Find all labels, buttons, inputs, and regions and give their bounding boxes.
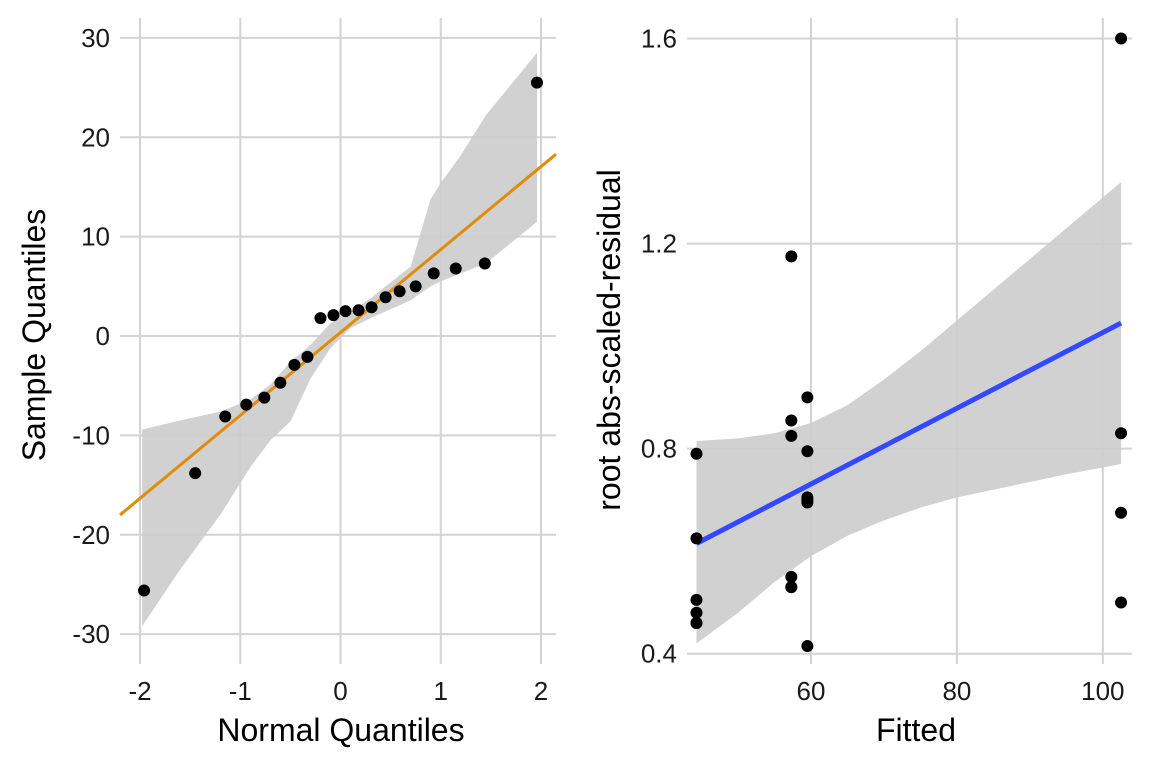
data-point bbox=[785, 581, 798, 594]
confidence-band bbox=[142, 52, 537, 627]
data-point bbox=[339, 305, 352, 318]
data-point bbox=[1115, 427, 1128, 440]
data-point bbox=[478, 257, 491, 270]
y-tick-label: 1.6 bbox=[641, 24, 677, 54]
data-point bbox=[690, 447, 703, 460]
data-point bbox=[690, 532, 703, 545]
qq-confidence-band bbox=[142, 52, 537, 627]
data-point bbox=[427, 267, 440, 280]
x-tick-label: -1 bbox=[229, 676, 252, 706]
x-tick-label: 1 bbox=[434, 676, 448, 706]
data-point bbox=[785, 429, 798, 442]
y-axis-label: root abs-scaled-residual bbox=[591, 169, 627, 511]
data-point bbox=[379, 291, 392, 304]
x-tick-label: 2 bbox=[534, 676, 548, 706]
data-point bbox=[138, 584, 151, 597]
y-tick-label: 10 bbox=[81, 222, 110, 252]
data-point bbox=[690, 606, 703, 619]
data-point bbox=[1115, 506, 1128, 519]
x-tick-label: -2 bbox=[128, 676, 151, 706]
x-axis-label: Fitted bbox=[876, 712, 956, 748]
data-point bbox=[409, 280, 422, 293]
scale-location-points bbox=[690, 32, 1128, 653]
qq-x-tick-labels: -2 -1 0 1 2 bbox=[128, 676, 548, 706]
confidence-band bbox=[696, 182, 1122, 644]
x-axis-label: Normal Quantiles bbox=[217, 712, 464, 748]
scale-location-line bbox=[695, 320, 1123, 546]
data-point bbox=[1115, 32, 1128, 45]
y-tick-label: -20 bbox=[72, 520, 110, 550]
data-point bbox=[801, 445, 814, 458]
x-tick-label: 80 bbox=[942, 676, 971, 706]
qq-points bbox=[138, 76, 543, 597]
y-tick-label: -10 bbox=[72, 420, 110, 450]
data-point bbox=[393, 285, 406, 298]
x-tick-label: 100 bbox=[1081, 676, 1124, 706]
data-point bbox=[785, 570, 798, 583]
scale-location-confidence-band bbox=[696, 182, 1122, 644]
scale-location-y-tick-labels: 0.4 0.8 1.2 1.6 bbox=[641, 24, 677, 669]
data-point bbox=[785, 250, 798, 263]
scale-location-panel: 60 80 100 0.4 0.8 1.2 1.6 Fitted root abs-sca… bbox=[591, 18, 1132, 748]
x-tick-label: 60 bbox=[797, 676, 826, 706]
data-point bbox=[274, 376, 287, 389]
data-point bbox=[189, 467, 202, 480]
y-tick-label: -30 bbox=[72, 619, 110, 649]
data-point bbox=[801, 640, 814, 653]
data-point bbox=[1115, 596, 1128, 609]
qq-y-tick-labels: -30 -20 -10 0 10 20 30 bbox=[72, 23, 110, 649]
data-point bbox=[801, 391, 814, 404]
data-point bbox=[530, 76, 543, 89]
y-axis-label: Sample Quantiles bbox=[16, 209, 52, 462]
data-point bbox=[288, 358, 301, 371]
qq-reference-line bbox=[119, 153, 557, 517]
y-tick-label: 30 bbox=[81, 23, 110, 53]
data-point bbox=[785, 414, 798, 427]
y-tick-label: 0.4 bbox=[641, 639, 677, 669]
data-point bbox=[219, 410, 232, 423]
x-tick-label: 0 bbox=[333, 676, 347, 706]
data-point bbox=[258, 391, 271, 404]
data-point bbox=[690, 616, 703, 629]
y-tick-label: 0 bbox=[96, 321, 110, 351]
y-tick-label: 1.2 bbox=[641, 229, 677, 259]
data-point bbox=[801, 493, 814, 506]
data-point bbox=[327, 309, 340, 322]
data-point bbox=[314, 312, 327, 325]
data-point bbox=[240, 398, 253, 411]
data-point bbox=[449, 262, 462, 275]
data-point bbox=[365, 301, 378, 314]
y-tick-label: 0.8 bbox=[641, 434, 677, 464]
data-point bbox=[352, 304, 365, 317]
qq-line bbox=[119, 153, 557, 517]
data-point bbox=[690, 593, 703, 606]
y-tick-label: 20 bbox=[81, 122, 110, 152]
scale-location-x-tick-labels: 60 80 100 bbox=[797, 676, 1125, 706]
scale-location-fit-line bbox=[695, 320, 1123, 546]
data-point bbox=[301, 350, 314, 363]
